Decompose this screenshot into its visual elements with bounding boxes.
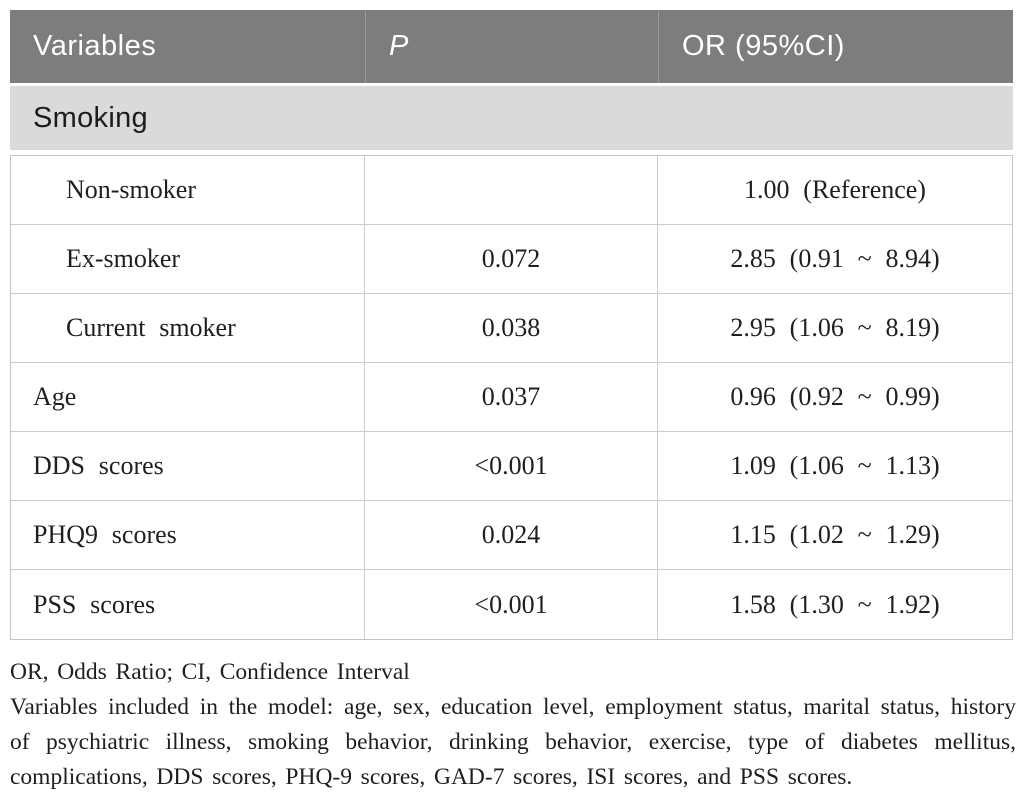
cell-p-value: 0.037: [365, 363, 658, 431]
section-label: Smoking: [33, 101, 148, 134]
cell-or-ci: 2.95 (1.06 ~ 8.19): [730, 313, 940, 342]
cell-or-ci: 1.15 (1.02 ~ 1.29): [730, 520, 940, 549]
cell-variable: Age: [11, 363, 365, 431]
footnote-abbreviations: OR, Odds Ratio; CI, Confidence Interval: [10, 659, 410, 685]
table-header-row: Variables P OR (95%CI): [10, 10, 1013, 83]
table-row-age: Age 0.037 0.96 (0.92 ~ 0.99): [11, 363, 1012, 432]
cell-variable: PSS scores: [11, 570, 365, 639]
table-body: Non-smoker 1.00 (Reference) Ex-smoker 0.…: [10, 155, 1013, 640]
cell-variable: DDS scores: [11, 432, 365, 500]
cell-or-ci: 1.58 (1.30 ~ 1.92): [730, 589, 940, 619]
cell-p-value: <0.001: [365, 432, 658, 500]
table-row-ex-smoker: Ex-smoker 0.072 2.85 (0.91 ~ 8.94): [11, 225, 1012, 294]
cell-p-value: 0.024: [365, 501, 658, 569]
cell-p-value: 0.072: [365, 225, 658, 293]
cell-p-value: <0.001: [365, 570, 658, 639]
cell-p-value: [365, 156, 658, 224]
header-cell-variables: Variables: [33, 30, 157, 62]
cell-or-ci: 1.00 (Reference): [744, 175, 926, 204]
header-cell-or-ci: OR (95%CI): [658, 10, 1013, 83]
table-row-current-smoker: Current smoker 0.038 2.95 (1.06 ~ 8.19): [11, 294, 1012, 363]
table-row-non-smoker: Non-smoker 1.00 (Reference): [11, 156, 1012, 225]
cell-variable: Ex-smoker: [11, 225, 365, 293]
cell-or-ci: 0.96 (0.92 ~ 0.99): [730, 382, 940, 411]
cell-variable: Current smoker: [11, 294, 365, 362]
cell-p-value: 0.038: [365, 294, 658, 362]
cell-or-ci: 1.09 (1.06 ~ 1.13): [730, 451, 940, 480]
cell-or-ci: 2.85 (0.91 ~ 8.94): [730, 244, 940, 273]
table-row-phq9-scores: PHQ9 scores 0.024 1.15 (1.02 ~ 1.29): [11, 501, 1012, 570]
footnote-model-variables: Variables included in the model: age, se…: [10, 694, 1016, 790]
cell-variable: PHQ9 scores: [11, 501, 365, 569]
results-table: Variables P OR (95%CI) Smoking Non-smoke…: [10, 10, 1013, 640]
table-footnotes: OR, Odds Ratio; CI, Confidence Interval …: [10, 655, 1016, 795]
cell-variable: Non-smoker: [11, 156, 365, 224]
section-row-smoking: Smoking: [10, 86, 1013, 150]
table-row-pss-scores: PSS scores <0.001 1.58 (1.30 ~ 1.92): [11, 570, 1012, 639]
table-row-dds-scores: DDS scores <0.001 1.09 (1.06 ~ 1.13): [11, 432, 1012, 501]
header-cell-p-value: P: [365, 10, 658, 83]
